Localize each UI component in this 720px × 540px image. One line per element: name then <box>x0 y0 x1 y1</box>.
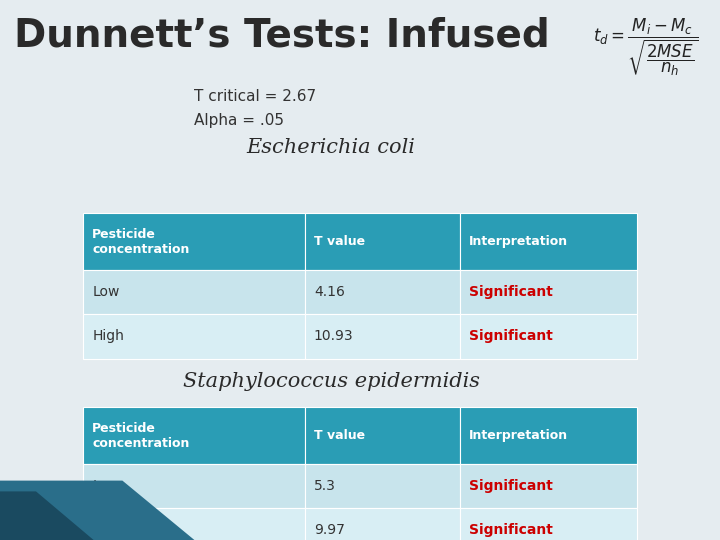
FancyBboxPatch shape <box>83 270 305 314</box>
FancyBboxPatch shape <box>460 213 637 270</box>
Text: T value: T value <box>314 235 365 248</box>
Text: Pesticide
concentration: Pesticide concentration <box>92 422 189 449</box>
Text: Significant: Significant <box>469 479 553 493</box>
FancyBboxPatch shape <box>83 407 305 464</box>
Text: Dunnett’s Tests: Infused: Dunnett’s Tests: Infused <box>14 16 550 54</box>
FancyBboxPatch shape <box>305 407 460 464</box>
Text: Significant: Significant <box>469 285 553 299</box>
Text: Significant: Significant <box>469 329 553 343</box>
FancyBboxPatch shape <box>305 213 460 270</box>
Polygon shape <box>0 481 194 540</box>
Text: Staphylococcus epidermidis: Staphylococcus epidermidis <box>183 372 480 391</box>
FancyBboxPatch shape <box>305 314 460 359</box>
FancyBboxPatch shape <box>83 314 305 359</box>
Text: 9.97: 9.97 <box>314 523 345 537</box>
Polygon shape <box>0 491 94 540</box>
Text: 4.16: 4.16 <box>314 285 345 299</box>
Text: Pesticide
concentration: Pesticide concentration <box>92 228 189 255</box>
Text: Low: Low <box>92 285 120 299</box>
FancyBboxPatch shape <box>460 508 637 540</box>
FancyBboxPatch shape <box>83 213 305 270</box>
Text: Escherichia coli: Escherichia coli <box>247 138 415 157</box>
Text: Significant: Significant <box>469 523 553 537</box>
Text: T value: T value <box>314 429 365 442</box>
Text: High: High <box>92 329 124 343</box>
FancyBboxPatch shape <box>460 407 637 464</box>
FancyBboxPatch shape <box>305 464 460 508</box>
FancyBboxPatch shape <box>460 464 637 508</box>
FancyBboxPatch shape <box>305 270 460 314</box>
Text: Low: Low <box>92 479 120 493</box>
FancyBboxPatch shape <box>83 508 305 540</box>
Text: Alpha = .05: Alpha = .05 <box>194 113 284 129</box>
Text: T critical = 2.67: T critical = 2.67 <box>194 89 317 104</box>
Text: Interpretation: Interpretation <box>469 429 568 442</box>
Text: 10.93: 10.93 <box>314 329 354 343</box>
FancyBboxPatch shape <box>305 508 460 540</box>
Text: High: High <box>92 523 124 537</box>
Text: Interpretation: Interpretation <box>469 235 568 248</box>
FancyBboxPatch shape <box>83 464 305 508</box>
Text: 5.3: 5.3 <box>314 479 336 493</box>
Text: $t_d = \dfrac{M_i - M_c}{\sqrt{\dfrac{2MSE}{n_h}}}$: $t_d = \dfrac{M_i - M_c}{\sqrt{\dfrac{2M… <box>593 16 698 78</box>
FancyBboxPatch shape <box>460 314 637 359</box>
FancyBboxPatch shape <box>460 270 637 314</box>
